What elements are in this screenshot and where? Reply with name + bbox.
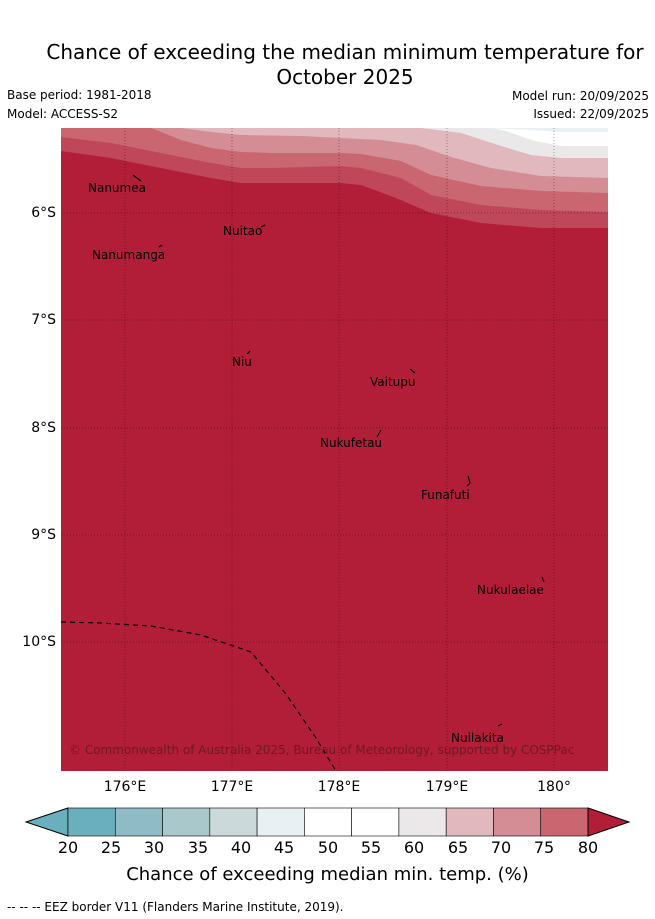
island-label-nuilakita: Nuilakita (451, 731, 504, 745)
colorbar-tick-75: 75 (533, 838, 555, 857)
lon-label-179e: 179°E (425, 779, 469, 795)
island-shape-vaitupu (409, 368, 416, 374)
issued-date: Issued: 22/09/2025 (533, 107, 649, 121)
colorbar-tick-80: 80 (577, 838, 599, 857)
base-period: Base period: 1981-2018 (7, 88, 152, 102)
lat-label-10s: 10°S (22, 634, 56, 650)
eez-border (61, 621, 337, 771)
graticule (61, 128, 608, 771)
band-below-50 (479, 128, 608, 132)
colorbar-cell-20 (67, 807, 116, 837)
colorbar-tick-45: 45 (273, 838, 295, 857)
island-shape-nukufetau (376, 429, 382, 438)
map-panel[interactable]: Nanumea Nuitao Nanumanga Niu Vaitupu Nuk… (61, 128, 608, 771)
colorbar-cell-45 (304, 807, 352, 837)
colorbar-cell-50 (351, 807, 400, 837)
colorbar-tick-30: 30 (143, 838, 165, 857)
lon-label-180: 180° (537, 779, 571, 795)
lon-label-177e: 177°E (210, 779, 254, 795)
model-run: Model run: 20/09/2025 (511, 89, 649, 103)
colorbar-cell-60 (445, 807, 494, 837)
island-label-funafuti: Funafuti (421, 488, 470, 502)
island-label-nanumea: Nanumea (88, 181, 146, 195)
island-outlines (132, 174, 545, 727)
model-name: Model: ACCESS-S2 (7, 107, 119, 121)
colorbar-title: Chance of exceeding median min. temp. (%… (126, 864, 529, 885)
island-label-niu: Niu (232, 355, 252, 369)
colorbar-cell-55 (398, 807, 447, 837)
island-shape-niu (246, 350, 251, 355)
colorbar-tick-55: 55 (360, 838, 382, 857)
lat-label-8s: 8°S (31, 420, 56, 436)
lon-label-178e: 178°E (317, 779, 361, 795)
lat-label-7s: 7°S (31, 312, 56, 328)
colorbar-tick-35: 35 (187, 838, 209, 857)
lon-label-176e: 176°E (103, 779, 147, 795)
map-background (61, 128, 608, 771)
colorbar-tick-20: 20 (57, 838, 79, 857)
chart-title: Chance of exceeding the median minimum t… (0, 40, 655, 90)
colorbar-cell-40 (256, 807, 305, 837)
copyright-notice: © Commonwealth of Australia 2025, Bureau… (69, 743, 574, 757)
island-shape-nanumanga (158, 244, 163, 248)
colorbar-cells (24, 807, 631, 837)
title-line-2: October 2025 (276, 65, 414, 89)
colorbar-tick-50: 50 (317, 838, 339, 857)
colorbar-cell-30 (162, 807, 211, 837)
colorbar (24, 807, 631, 837)
island-shape-nanumea (132, 174, 142, 182)
colorbar-cell-35 (209, 807, 258, 837)
map-svg[interactable]: Nanumea Nuitao Nanumanga Niu Vaitupu Nuk… (61, 128, 608, 771)
island-label-nukulaelae: Nukulaelae (477, 583, 544, 597)
colorbar-tick-60: 60 (403, 838, 425, 857)
colorbar-cell-70 (540, 807, 589, 837)
colorbar-tick-65: 65 (447, 838, 469, 857)
lat-label-9s: 9°S (31, 527, 56, 543)
colorbar-tick-70: 70 (490, 838, 512, 857)
title-line-1: Chance of exceeding the median minimum t… (46, 40, 644, 64)
island-shape-nukulaelae (541, 576, 545, 583)
band-50-55 (401, 128, 608, 146)
island-shape-nuilakita (497, 723, 503, 727)
island-labels: Nanumea Nuitao Nanumanga Niu Vaitupu Nuk… (88, 181, 544, 745)
eez-border-note: -- -- -- EEZ border V11 (Flanders Marine… (7, 900, 344, 914)
colorbar-extend-low (24, 807, 69, 837)
island-shape-nuitao (260, 224, 266, 228)
colorbar-tick-25: 25 (100, 838, 122, 857)
island-label-nanumanga: Nanumanga (92, 248, 165, 262)
colorbar-cell-25 (114, 807, 163, 837)
island-shape-funafuti (466, 475, 471, 487)
lat-label-6s: 6°S (31, 205, 56, 221)
island-label-vaitupu: Vaitupu (370, 375, 416, 389)
colorbar-tick-40: 40 (230, 838, 252, 857)
island-label-nuitao: Nuitao (223, 224, 262, 238)
island-label-nukufetau: Nukufetau (320, 436, 382, 450)
colorbar-cell-65 (493, 807, 542, 837)
probability-contour-bands (61, 128, 608, 228)
colorbar-extend-high (587, 807, 631, 837)
